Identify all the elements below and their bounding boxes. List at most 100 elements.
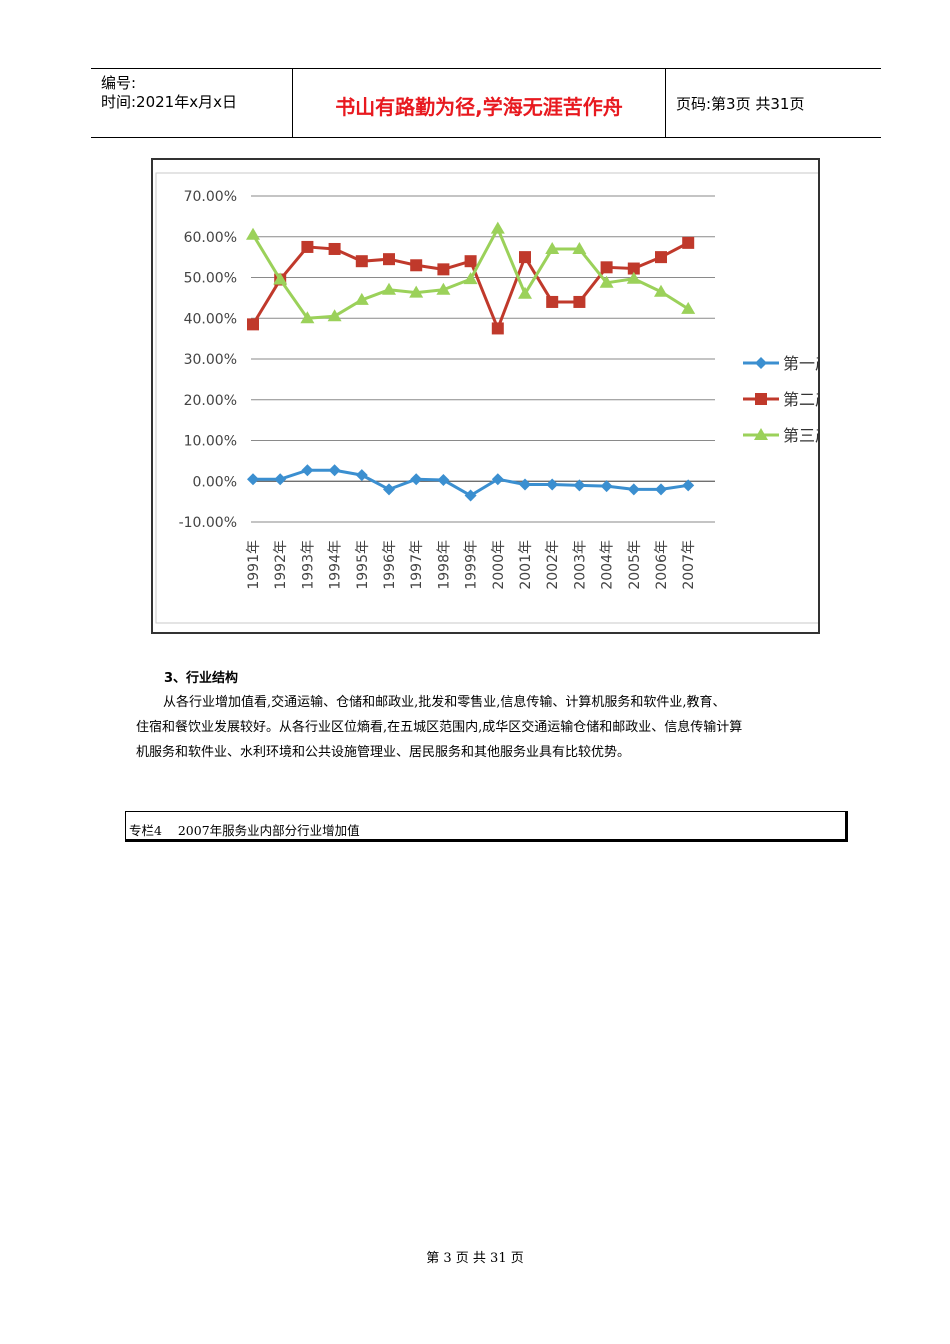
chart-svg: 70.00% 60.00% 50.00% 40.00% 30.00% 20.00% 10.0… — [155, 172, 818, 624]
data-point — [328, 242, 341, 255]
data-point — [437, 474, 450, 487]
data-point — [655, 483, 667, 496]
y-tick-label: 70.00% — [184, 189, 237, 205]
paragraph-line: 从各行业增加值看,交通运输、仓储和邮政业,批发和零售业,信息传输、计算机服务和软… — [163, 695, 726, 710]
column-box: 专栏4 2007年服务业内部分行业增加值 — [125, 811, 848, 842]
x-tick-label: 2004年 — [600, 540, 616, 590]
motto-text: 书山有路勤为径,学海无涯苦作舟 — [335, 95, 623, 119]
x-tick-label: 2003年 — [572, 540, 588, 590]
data-point — [599, 275, 614, 288]
x-tick-label: 1998年 — [436, 540, 452, 590]
x-tick-label: 2002年 — [545, 540, 561, 590]
data-point — [545, 241, 560, 254]
legend-marker — [755, 357, 767, 369]
data-point — [436, 282, 451, 295]
data-point — [247, 318, 259, 331]
data-point — [247, 473, 259, 486]
data-point — [301, 240, 314, 253]
data-point — [491, 473, 504, 486]
x-tick-label: 1992年 — [273, 540, 289, 590]
legend-marker — [755, 393, 767, 405]
data-point — [491, 322, 504, 335]
data-point — [519, 478, 531, 491]
x-tick-label: 2000年 — [491, 540, 507, 590]
data-point — [409, 285, 424, 298]
page-footer: 第 3 页 共 31 页 — [426, 1251, 524, 1266]
time-line: 时间:2021年x月x日 — [101, 93, 237, 111]
y-tick-label: 0.00% — [193, 474, 237, 490]
y-tick-label: 60.00% — [184, 230, 237, 246]
data-point — [490, 221, 505, 234]
x-tick-label: 2007年 — [681, 540, 697, 590]
data-point — [328, 464, 341, 477]
data-point — [572, 241, 587, 254]
y-tick-label: 30.00% — [184, 352, 237, 368]
legend-label: 第三产业 — [783, 426, 818, 445]
data-point — [519, 251, 531, 264]
page-info: 页码:第3页 共31页 — [676, 95, 805, 113]
y-tick-label: 20.00% — [184, 393, 237, 409]
column-caption: 专栏4 2007年服务业内部分行业增加值 — [129, 823, 360, 838]
data-point — [273, 272, 288, 285]
data-point — [654, 284, 668, 297]
data-point — [327, 309, 342, 322]
data-point — [437, 263, 450, 276]
data-point — [274, 473, 287, 486]
header-page-cell: 页码:第3页 共31页 — [666, 69, 881, 137]
data-point — [354, 292, 369, 305]
legend-label: 第一产业 — [783, 354, 818, 373]
paragraph-line: 机服务和软件业、水利环境和公共设施管理业、居民服务和其他服务业具有比较优势。 — [136, 745, 631, 760]
y-tick-label: 50.00% — [184, 271, 237, 287]
x-tick-label: 2005年 — [627, 540, 643, 590]
data-point — [464, 255, 477, 268]
code-label: 编号: — [101, 74, 137, 92]
section-title: 3、行业结构 — [164, 671, 239, 686]
y-tick-label: 40.00% — [184, 311, 237, 327]
x-tick-label: 1991年 — [246, 540, 262, 590]
data-point — [355, 469, 368, 482]
data-point — [410, 259, 423, 272]
data-point — [382, 282, 396, 295]
data-point — [546, 478, 559, 491]
x-tick-label: 1993年 — [300, 540, 316, 590]
x-tick-label: 1994年 — [328, 540, 344, 590]
data-point — [573, 479, 586, 492]
data-point — [518, 286, 532, 299]
data-point — [464, 489, 477, 502]
data-point — [600, 480, 613, 493]
data-point — [627, 262, 640, 275]
data-point — [627, 483, 640, 496]
header-motto-cell: 书山有路勤为径,学海无涯苦作舟 — [293, 69, 666, 137]
data-point — [546, 295, 559, 308]
data-point — [682, 479, 695, 492]
industry-share-chart: 70.00% 60.00% 50.00% 40.00% 30.00% 20.00% 10.0… — [151, 158, 820, 634]
x-tick-label: 2001年 — [518, 540, 534, 590]
y-tick-label: -10.00% — [179, 515, 237, 531]
data-point — [246, 227, 260, 240]
data-point — [655, 251, 667, 264]
data-point — [681, 301, 696, 314]
page-header: 编号: 时间:2021年x月x日 书山有路勤为径,学海无涯苦作舟 页码:第3页 … — [91, 68, 881, 138]
data-point — [301, 464, 314, 477]
data-point — [682, 236, 695, 249]
data-point — [600, 261, 613, 274]
section-paragraph: 从各行业增加值看,交通运输、仓储和邮政业,批发和零售业,信息传输、计算机服务和软… — [136, 690, 826, 765]
legend-marker — [754, 428, 768, 440]
data-point — [626, 271, 641, 284]
data-point — [463, 272, 478, 285]
data-point — [383, 253, 395, 266]
data-point — [300, 311, 315, 324]
data-point — [410, 473, 423, 486]
paragraph-line: 住宿和餐饮业发展较好。从各行业区位熵看,在五城区范围内,成华区交通运输仓储和邮政… — [136, 720, 743, 735]
data-point — [573, 295, 586, 308]
data-point — [355, 255, 368, 268]
x-tick-label: 2006年 — [654, 540, 670, 590]
y-tick-label: 10.00% — [184, 434, 237, 450]
data-point — [383, 483, 395, 496]
x-tick-label: 1997年 — [409, 540, 425, 590]
x-tick-label: 1995年 — [355, 540, 371, 590]
header-meta-cell: 编号: 时间:2021年x月x日 — [91, 69, 293, 137]
x-tick-label: 1999年 — [464, 540, 480, 590]
x-tick-label: 1996年 — [382, 540, 398, 590]
legend-label: 第二产业 — [783, 390, 818, 409]
